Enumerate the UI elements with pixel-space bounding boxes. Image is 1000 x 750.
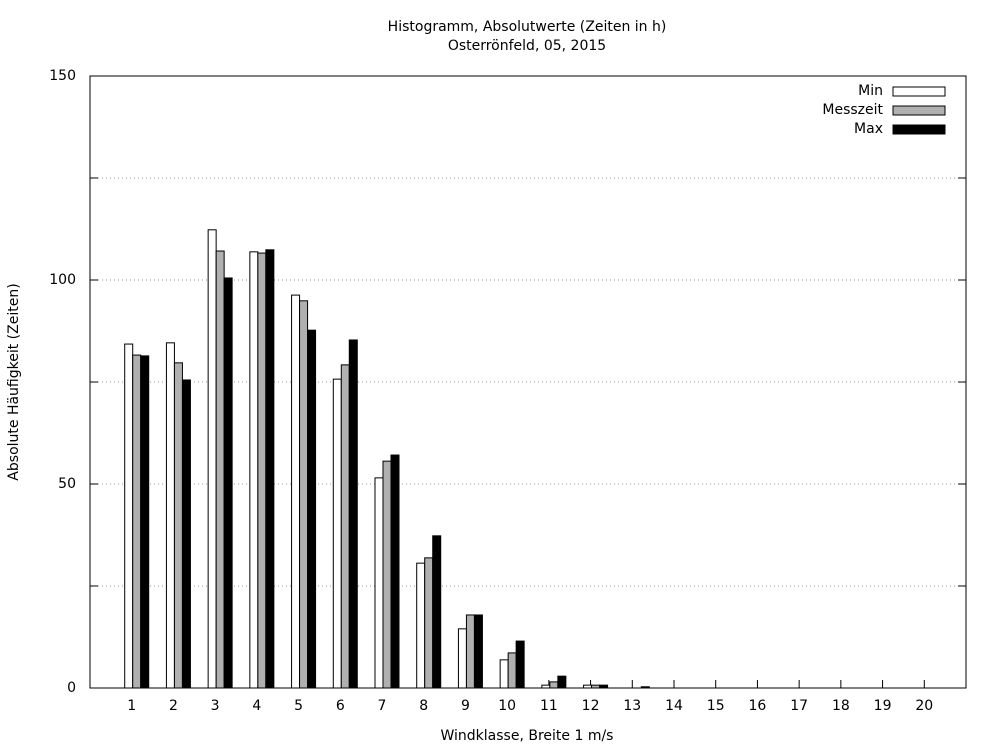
bar [181, 379, 191, 689]
bar [332, 378, 342, 689]
bar [515, 640, 525, 689]
x-tick-label: 6 [336, 698, 345, 714]
x-tick-label: 13 [623, 698, 641, 714]
bar [173, 362, 183, 689]
x-tick-label: 11 [540, 698, 558, 714]
bar [390, 454, 400, 689]
bar [382, 460, 392, 689]
x-tick-label: 20 [915, 698, 933, 714]
x-tick-label: 5 [294, 698, 303, 714]
x-tick-label: 1 [127, 698, 136, 714]
x-tick-label: 16 [749, 698, 767, 714]
bar [265, 249, 275, 689]
x-tick-label: 8 [419, 698, 428, 714]
bar [374, 477, 384, 689]
legend-label: Min [858, 83, 883, 99]
x-tick-label: 18 [832, 698, 850, 714]
bar [424, 557, 434, 689]
x-tick-label: 7 [378, 698, 387, 714]
bar [473, 614, 483, 689]
legend-swatch [892, 105, 946, 116]
bar [432, 535, 442, 689]
x-tick-label: 17 [790, 698, 808, 714]
y-tick-label: 0 [67, 680, 76, 696]
y-tick-label: 50 [58, 476, 76, 492]
legend-swatch [892, 86, 946, 97]
legend-label: Messzeit [822, 102, 883, 118]
x-tick-label: 2 [169, 698, 178, 714]
x-tick-label: 4 [252, 698, 261, 714]
bar [465, 614, 475, 689]
x-tick-label: 19 [874, 698, 892, 714]
x-tick-label: 14 [665, 698, 683, 714]
bar [257, 252, 267, 689]
x-tick-label: 3 [211, 698, 220, 714]
bar [124, 343, 134, 689]
chart-title: Histogramm, Absolutwerte (Zeiten in h) [388, 19, 667, 35]
bar [507, 652, 517, 689]
bar [291, 294, 301, 689]
bar [132, 354, 142, 689]
bar [215, 250, 225, 689]
legend-swatch [892, 124, 946, 135]
y-tick-label: 150 [49, 68, 76, 84]
bar [140, 355, 150, 689]
x-axis-label: Windklasse, Breite 1 m/s [441, 728, 614, 744]
x-tick-label: 10 [498, 698, 516, 714]
bar [499, 659, 509, 689]
bar [249, 251, 259, 689]
bar [340, 364, 350, 689]
bar [165, 342, 175, 689]
bar [307, 329, 317, 689]
x-tick-label: 12 [582, 698, 600, 714]
bar [549, 681, 559, 689]
bar [457, 628, 467, 689]
x-tick-label: 15 [707, 698, 725, 714]
bar [557, 675, 567, 689]
bar [416, 562, 426, 689]
x-tick-label: 9 [461, 698, 470, 714]
plot-frame [89, 75, 967, 689]
bar [348, 339, 358, 689]
y-tick-label: 100 [49, 272, 76, 288]
bar [223, 277, 233, 689]
legend-label: Max [854, 121, 883, 137]
bar [299, 300, 309, 689]
y-axis-label: Absolute Häufigkeit (Zeiten) [6, 283, 22, 480]
bar [207, 229, 217, 689]
chart-subtitle: Osterrönfeld, 05, 2015 [448, 38, 606, 54]
